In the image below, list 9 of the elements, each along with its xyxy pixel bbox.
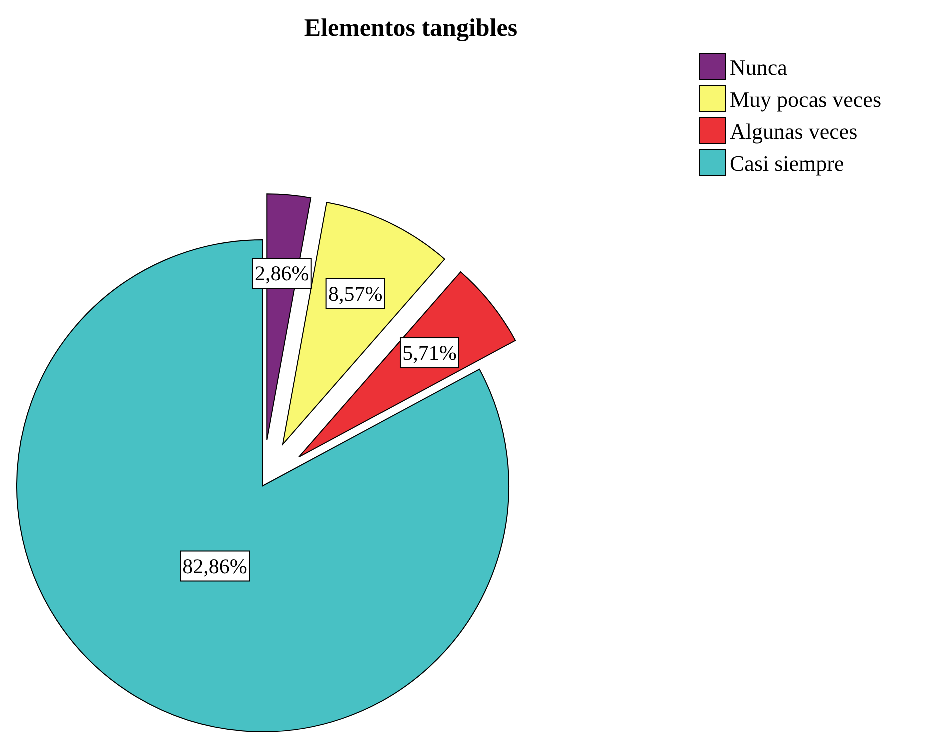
chart-title: Elementos tangibles (304, 15, 518, 42)
legend-label: Nunca (730, 55, 788, 80)
data-label: 82,86% (182, 554, 248, 578)
data-label: 5,71% (402, 341, 457, 366)
data-label: 2,86% (255, 262, 310, 286)
legend-label: Algunas veces (730, 119, 858, 144)
data-label: 8,57% (328, 282, 383, 306)
legend-label: Casi siempre (730, 151, 844, 176)
legend-label: Muy pocas veces (730, 87, 882, 112)
